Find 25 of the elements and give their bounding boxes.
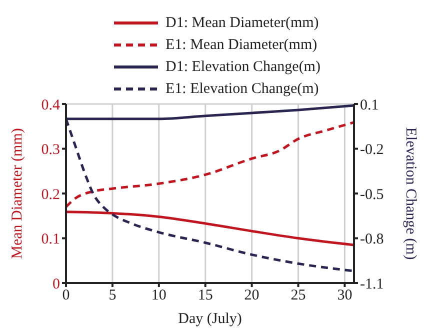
line-series [66,210,354,246]
x-tick-label: 15 [198,288,213,304]
y-tick-label: 0.2 [41,186,60,203]
x-tick-label: 10 [151,288,166,304]
y-axis-title: Mean Diameter (mm) [9,128,26,259]
y2-axis-title: Elevation Change (m) [402,127,419,260]
y-tick-label: 0.1 [41,232,60,248]
y2-tick-label: -1.1 [360,276,384,292]
y2-tick-label: 0.1 [360,97,379,114]
y-tick-label: 0.3 [41,142,60,158]
legend-label: E1: Elevation Change(m) [166,80,319,98]
x-tick-label: 25 [290,288,306,304]
y-tick-label: 0.4 [41,97,60,114]
legend-label: D1: Elevation Change(m) [166,58,320,76]
y2-tick-label: -0.5 [360,186,384,203]
x-tick-label: 20 [244,288,260,304]
line-series [66,121,354,208]
y2-tick-label: -0.2 [360,142,384,158]
y2-tick-label: -0.8 [360,232,384,248]
x-axis-title: Day (July) [178,311,242,327]
legend-label: E1: Mean Diameter(mm) [166,36,318,54]
y-tick-label: 0 [52,276,60,292]
x-tick-label: 30 [337,288,352,304]
legend-label: D1: Mean Diameter(mm) [166,14,319,32]
x-tick-label: 5 [108,288,116,304]
